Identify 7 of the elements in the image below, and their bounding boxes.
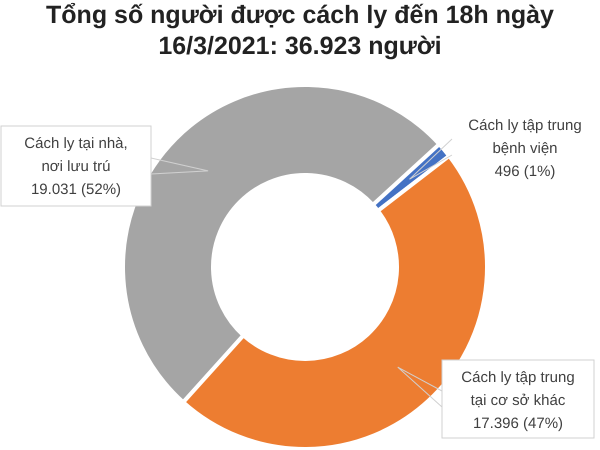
slice-label: Cách ly tại nhà, nơi lưu trú (24, 135, 128, 175)
slice-label: Cách ly tập trung bệnh viện (468, 117, 582, 157)
data-label: 19.031 (52%) (30, 181, 122, 198)
data-label: 496 (1%) (494, 163, 556, 180)
data-label: 17.396 (47%) (472, 415, 564, 432)
slice-label: Cách ly tập trung tại cơ sở khác (461, 369, 575, 409)
chart-title: Tổng số người được cách ly đến 18h ngày 16/3/2021: 36.923 người (45, 0, 555, 62)
